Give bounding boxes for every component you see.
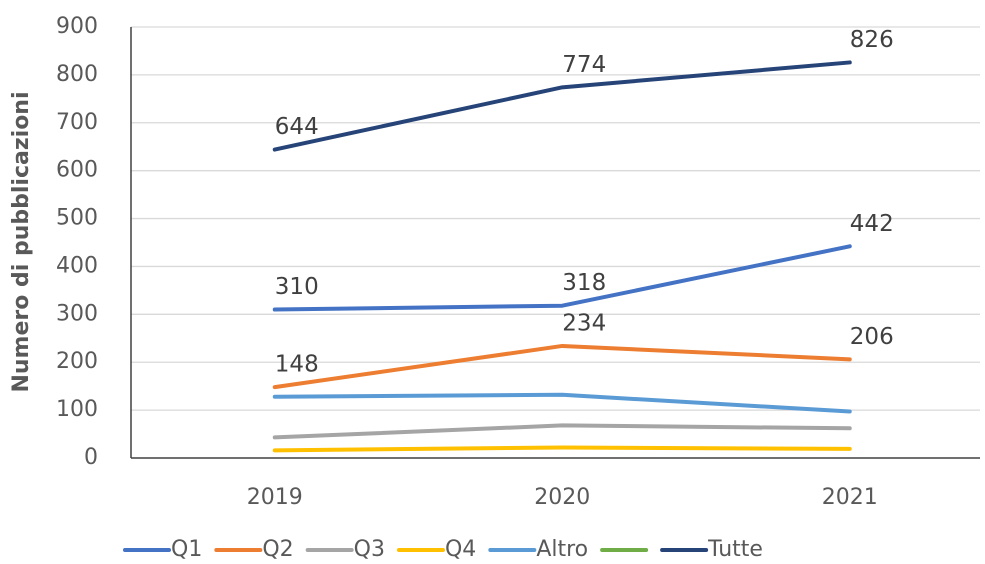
data-label: 234: [562, 310, 606, 336]
series-line: [272, 445, 852, 453]
legend-label: Q2: [262, 537, 293, 562]
legend-label: Tutte: [707, 537, 763, 562]
y-tick-label: 400: [56, 253, 98, 278]
series-line: [272, 60, 852, 152]
data-label: 148: [275, 352, 319, 378]
y-tick-label: 800: [56, 62, 98, 87]
x-tick-label: 2020: [534, 485, 590, 510]
series-line: [272, 343, 852, 390]
legend-label: Q4: [445, 537, 476, 562]
x-tick-label: 2019: [247, 485, 303, 510]
y-tick-label: 600: [56, 158, 98, 183]
y-tick-label: 0: [84, 445, 98, 470]
y-tick-label: 900: [56, 14, 98, 39]
y-tick-label: 700: [56, 110, 98, 135]
y-tick-label: 100: [56, 397, 98, 422]
data-label: 644: [275, 114, 319, 140]
y-tick-label: 200: [56, 349, 98, 374]
y-axis-title: Numero di pubblicazioni: [9, 91, 34, 392]
x-tick-label: 2021: [822, 485, 878, 510]
legend-label: Altro: [536, 537, 588, 562]
data-label: 442: [850, 211, 894, 237]
series-line: [272, 244, 852, 312]
data-label: 318: [562, 270, 606, 296]
series-line: [272, 392, 852, 414]
data-label: 774: [562, 52, 606, 78]
data-label: 206: [850, 324, 894, 350]
y-tick-label: 300: [56, 301, 98, 326]
data-label: 310: [275, 274, 319, 300]
data-label: 826: [850, 27, 894, 53]
legend-label: Q1: [171, 537, 202, 562]
legend-label: Q3: [354, 537, 385, 562]
y-tick-label: 500: [56, 206, 98, 231]
series-line: [272, 423, 852, 440]
